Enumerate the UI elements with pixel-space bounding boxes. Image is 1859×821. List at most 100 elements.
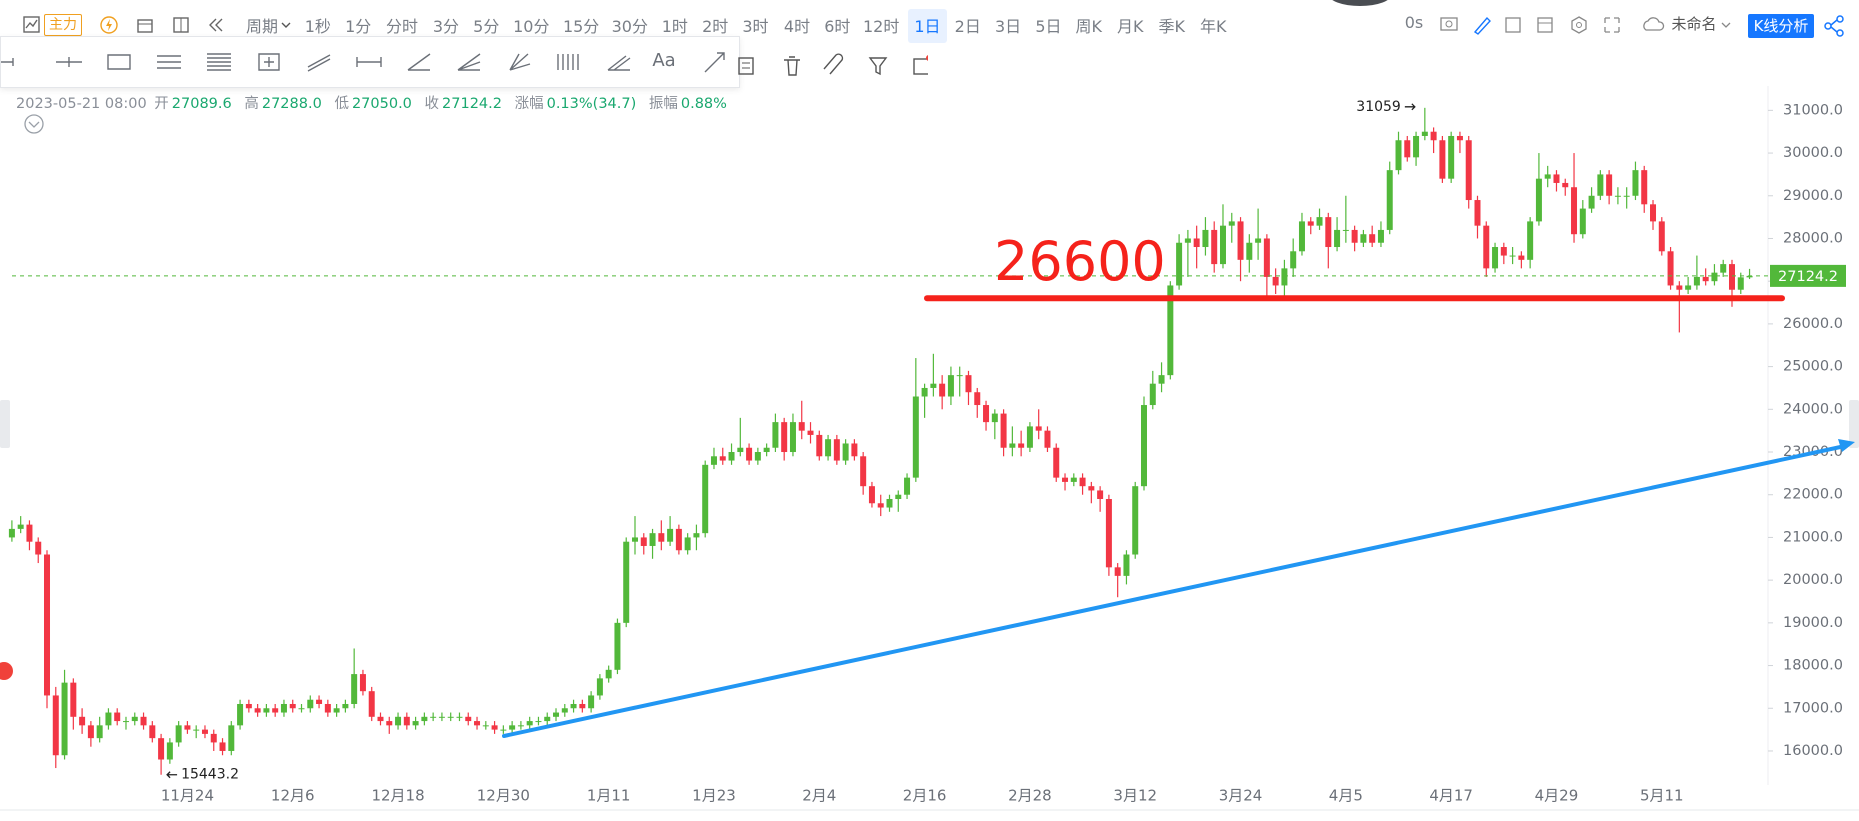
interval-button[interactable]: 3分 <box>432 17 460 36</box>
calendar-icon[interactable] <box>136 16 156 36</box>
share-icon[interactable] <box>1824 15 1846 37</box>
interval-button[interactable]: 1分 <box>345 17 372 36</box>
interval-button[interactable]: 5日 <box>1035 17 1062 36</box>
candle-body <box>517 725 524 727</box>
layout-icon[interactable] <box>172 16 192 36</box>
candle-body <box>96 725 103 739</box>
interval-button[interactable]: 30分 <box>611 17 648 36</box>
interval-button[interactable]: 3日 <box>995 17 1022 36</box>
candle-body <box>70 682 77 717</box>
candle-body <box>1474 200 1481 226</box>
interval-button[interactable]: 月K <box>1117 17 1144 36</box>
candle-body <box>307 699 314 709</box>
candle-body <box>316 699 323 704</box>
interval-button[interactable]: 1时 <box>661 17 688 36</box>
interval-button[interactable]: 分时 <box>386 17 419 36</box>
interval-button[interactable]: 1秒 <box>304 17 331 36</box>
candle-body <box>1430 131 1437 141</box>
candle-body <box>904 477 911 495</box>
candle-body <box>658 533 665 542</box>
drawing-tool[interactable] <box>0 58 14 66</box>
interval-button[interactable]: 1日 <box>914 17 941 36</box>
drawing-tool[interactable] <box>457 53 481 71</box>
period-menu[interactable]: 周期 <box>245 17 279 36</box>
candle-body <box>105 712 112 726</box>
interval-button[interactable]: 年K <box>1200 17 1227 36</box>
analysis-button[interactable]: K线分析 <box>1748 14 1814 38</box>
candle-body <box>26 524 33 542</box>
y-tick-label: 19000.0 <box>1783 615 1843 631</box>
candle-body <box>403 716 410 726</box>
interval-button[interactable]: 12时 <box>863 17 900 36</box>
flash-icon[interactable] <box>100 16 120 36</box>
candle-body <box>912 396 919 478</box>
candle-body <box>675 528 682 551</box>
y-tick-label: 26000.0 <box>1783 316 1843 332</box>
interval-button[interactable]: 周K <box>1075 17 1102 36</box>
x-tick-label: 4月17 <box>1429 787 1473 805</box>
candle-body <box>842 443 849 461</box>
tool-icon[interactable] <box>704 52 725 73</box>
drawing-tool[interactable] <box>258 53 280 71</box>
candle-body <box>1439 140 1446 179</box>
tool-icons[interactable] <box>1438 12 1678 38</box>
candle-body <box>1456 135 1463 141</box>
candle-body <box>1325 217 1332 248</box>
extra-tools[interactable] <box>728 48 928 88</box>
period-chevron <box>281 22 291 28</box>
drawing-tool[interactable] <box>157 55 181 69</box>
interval-button[interactable]: 10分 <box>513 17 550 36</box>
drawing-tool[interactable] <box>107 54 131 70</box>
drawing-tool[interactable] <box>307 54 331 72</box>
drawing-tool[interactable] <box>356 57 382 67</box>
candle-body <box>886 498 893 508</box>
drawing-tool[interactable] <box>607 55 631 71</box>
indicator-icon[interactable] <box>23 16 43 36</box>
interval-button[interactable]: 15分 <box>562 17 600 36</box>
layout-name[interactable]: 未命名 <box>1671 15 1717 33</box>
interval-button[interactable]: 季K <box>1158 17 1186 36</box>
drawing-tool[interactable] <box>407 53 431 71</box>
candle-body <box>1395 140 1402 171</box>
candle-body <box>947 375 954 397</box>
candle-body <box>1641 170 1648 205</box>
drawing-tool[interactable] <box>207 53 231 71</box>
collapse-button[interactable] <box>24 114 44 134</box>
interval-button[interactable]: 6时 <box>824 17 851 36</box>
left-tab[interactable] <box>0 400 10 448</box>
candle-body <box>1342 229 1349 231</box>
candle-body <box>1377 229 1384 243</box>
candle-body <box>500 729 507 731</box>
candle-body <box>193 729 200 731</box>
candle-body <box>324 703 331 713</box>
drawing-tool[interactable] <box>56 57 82 67</box>
right-tab[interactable] <box>1849 400 1859 448</box>
candle-body <box>1667 251 1674 286</box>
drawing-tool[interactable] <box>509 53 531 71</box>
text-tool[interactable]: Aa <box>652 50 675 71</box>
candle-body <box>359 674 366 692</box>
interval-button[interactable]: 5分 <box>473 17 500 36</box>
candle-body <box>456 716 463 718</box>
interval-button[interactable]: 4时 <box>783 17 811 36</box>
replay-icon[interactable] <box>207 16 227 36</box>
drawing-tool[interactable] <box>557 54 579 70</box>
interval-button[interactable]: 2日 <box>954 17 981 36</box>
main-badge[interactable]: 主力 <box>44 14 82 36</box>
candle-body <box>333 708 340 713</box>
left-marker[interactable] <box>0 662 13 680</box>
candle-body <box>1228 221 1235 226</box>
info-change-label: 涨幅 <box>514 96 544 112</box>
interval-button[interactable]: 2时 <box>702 17 729 36</box>
candle-body <box>754 452 761 461</box>
candle-body <box>1298 221 1305 252</box>
x-tick-label: 2月16 <box>903 787 947 805</box>
candle-body <box>447 716 454 718</box>
interval-button[interactable]: 3时 <box>742 17 769 36</box>
candle-body <box>702 464 709 534</box>
floating-handle[interactable] <box>1328 0 1392 6</box>
candle-body <box>149 725 156 739</box>
y-tick-label: 25000.0 <box>1783 359 1843 375</box>
candle-body <box>1105 498 1112 568</box>
candle-body <box>544 716 551 722</box>
